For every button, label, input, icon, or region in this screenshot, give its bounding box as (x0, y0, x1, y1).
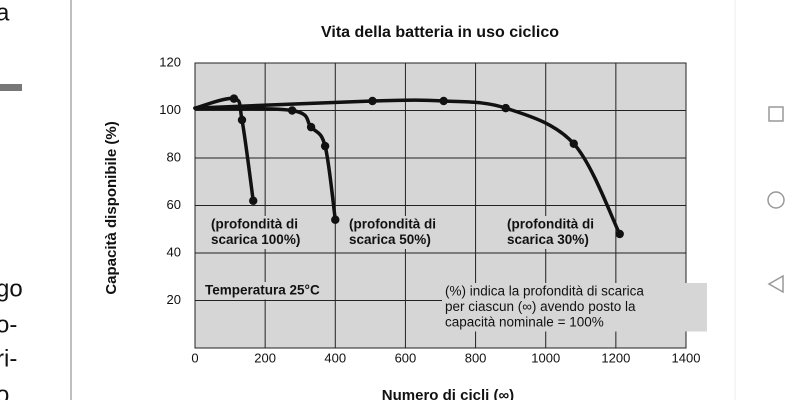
annotation-text: per ciascun (∞) avendo posto la (445, 299, 636, 314)
y-tick-label: 80 (167, 149, 181, 164)
annotation-text: (profondità di (211, 217, 298, 232)
data-point (287, 106, 297, 115)
annotation-bg (504, 216, 614, 249)
x-tick-label: 600 (395, 350, 417, 365)
annotation-text: (profondità di (507, 217, 594, 232)
y-axis-label: Capacità disponibile (%) (103, 121, 120, 294)
x-axis-label: Numero di cicli (∞) (382, 387, 514, 400)
annotation-text: scarica 50%) (349, 232, 431, 247)
data-point (501, 103, 510, 113)
data-point (615, 229, 624, 239)
side-text: a (0, 0, 10, 26)
annotation-bg (208, 216, 318, 249)
divider-bar (0, 84, 22, 91)
annotation-text: capacità nominale = 100% (445, 315, 604, 330)
data-point (331, 215, 340, 224)
data-point (569, 139, 578, 148)
y-tick-label: 120 (159, 54, 181, 69)
annotation-text: scarica 100%) (211, 232, 300, 247)
annotation-bg (346, 216, 456, 249)
data-point (249, 196, 258, 205)
data-point (229, 94, 239, 103)
data-point (237, 115, 247, 125)
x-tick-label: 0 (191, 350, 198, 365)
annotation-text: scarica 30%) (507, 232, 589, 247)
side-text: go (0, 275, 23, 302)
plot-frame (194, 62, 687, 349)
side-text: ri- (0, 345, 17, 372)
annotation-bg (442, 283, 707, 332)
side-text: o- (0, 311, 17, 338)
side-text: o (0, 381, 9, 400)
y-tick-label: 100 (159, 102, 181, 117)
annotation-text: Temperatura 25°C (205, 283, 320, 298)
nav-recent[interactable] (768, 106, 784, 122)
x-tick-label: 1000 (531, 350, 560, 365)
data-point (439, 96, 448, 106)
x-tick-label: 1400 (672, 350, 701, 365)
chart-title: Vita della batteria in uso ciclico (321, 24, 559, 41)
annotation-text: (profondità di (349, 217, 436, 232)
y-tick-label: 20 (167, 292, 181, 307)
nav-back[interactable] (767, 274, 784, 294)
y-tick-label: 40 (167, 244, 181, 259)
y-tick-label: 60 (167, 197, 181, 212)
data-point (368, 96, 377, 106)
x-tick-label: 400 (324, 350, 346, 365)
curve (193, 98, 622, 236)
annotation-bg (202, 282, 327, 300)
x-tick-label: 800 (465, 350, 487, 365)
annotation-text: (%) indica la profondità di scarica (445, 284, 644, 299)
data-point (306, 122, 316, 132)
data-point (320, 141, 330, 151)
x-tick-label: 200 (254, 350, 276, 365)
x-tick-label: 1200 (601, 350, 630, 365)
annotation: Temperatura 25°C (202, 282, 327, 300)
nav-home[interactable] (767, 191, 785, 209)
